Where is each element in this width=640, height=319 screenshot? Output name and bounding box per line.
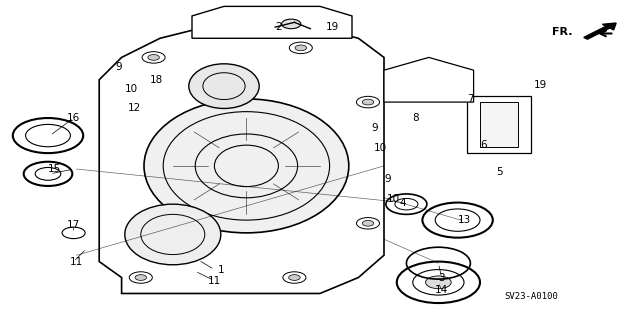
Circle shape [148, 55, 159, 60]
Text: 10: 10 [387, 194, 400, 204]
Text: 11: 11 [208, 276, 221, 286]
Text: SV23-A0100: SV23-A0100 [504, 292, 558, 301]
Polygon shape [99, 26, 384, 293]
Text: 12: 12 [128, 103, 141, 114]
Text: 6: 6 [480, 140, 486, 150]
Text: 9: 9 [115, 62, 122, 72]
Text: 13: 13 [458, 215, 470, 225]
Text: 7: 7 [467, 94, 474, 104]
Text: FR.: FR. [552, 27, 573, 37]
Ellipse shape [125, 204, 221, 265]
Text: 1: 1 [218, 264, 224, 275]
Ellipse shape [426, 276, 451, 289]
Text: 17: 17 [67, 220, 80, 230]
Text: 11: 11 [70, 256, 83, 267]
FancyArrow shape [584, 23, 616, 39]
Polygon shape [192, 6, 352, 38]
Text: 9: 9 [371, 122, 378, 133]
Text: 8: 8 [413, 113, 419, 123]
Polygon shape [480, 102, 518, 147]
Text: 10: 10 [374, 143, 387, 153]
Circle shape [295, 45, 307, 51]
Text: 19: 19 [534, 79, 547, 90]
Circle shape [282, 19, 301, 29]
Text: 16: 16 [67, 113, 80, 123]
Circle shape [362, 220, 374, 226]
Polygon shape [384, 57, 474, 102]
Text: 9: 9 [384, 174, 390, 184]
Ellipse shape [144, 99, 349, 233]
Text: 4: 4 [400, 197, 406, 208]
Text: 5: 5 [496, 167, 502, 177]
Text: 15: 15 [48, 164, 61, 174]
Text: 19: 19 [326, 22, 339, 32]
Text: 14: 14 [435, 285, 448, 295]
Ellipse shape [189, 64, 259, 108]
Circle shape [289, 275, 300, 280]
Circle shape [135, 275, 147, 280]
Text: 2: 2 [275, 22, 282, 32]
Text: 18: 18 [150, 75, 163, 85]
Text: 3: 3 [438, 272, 445, 283]
Text: 10: 10 [125, 84, 138, 94]
Circle shape [362, 99, 374, 105]
Polygon shape [467, 96, 531, 153]
